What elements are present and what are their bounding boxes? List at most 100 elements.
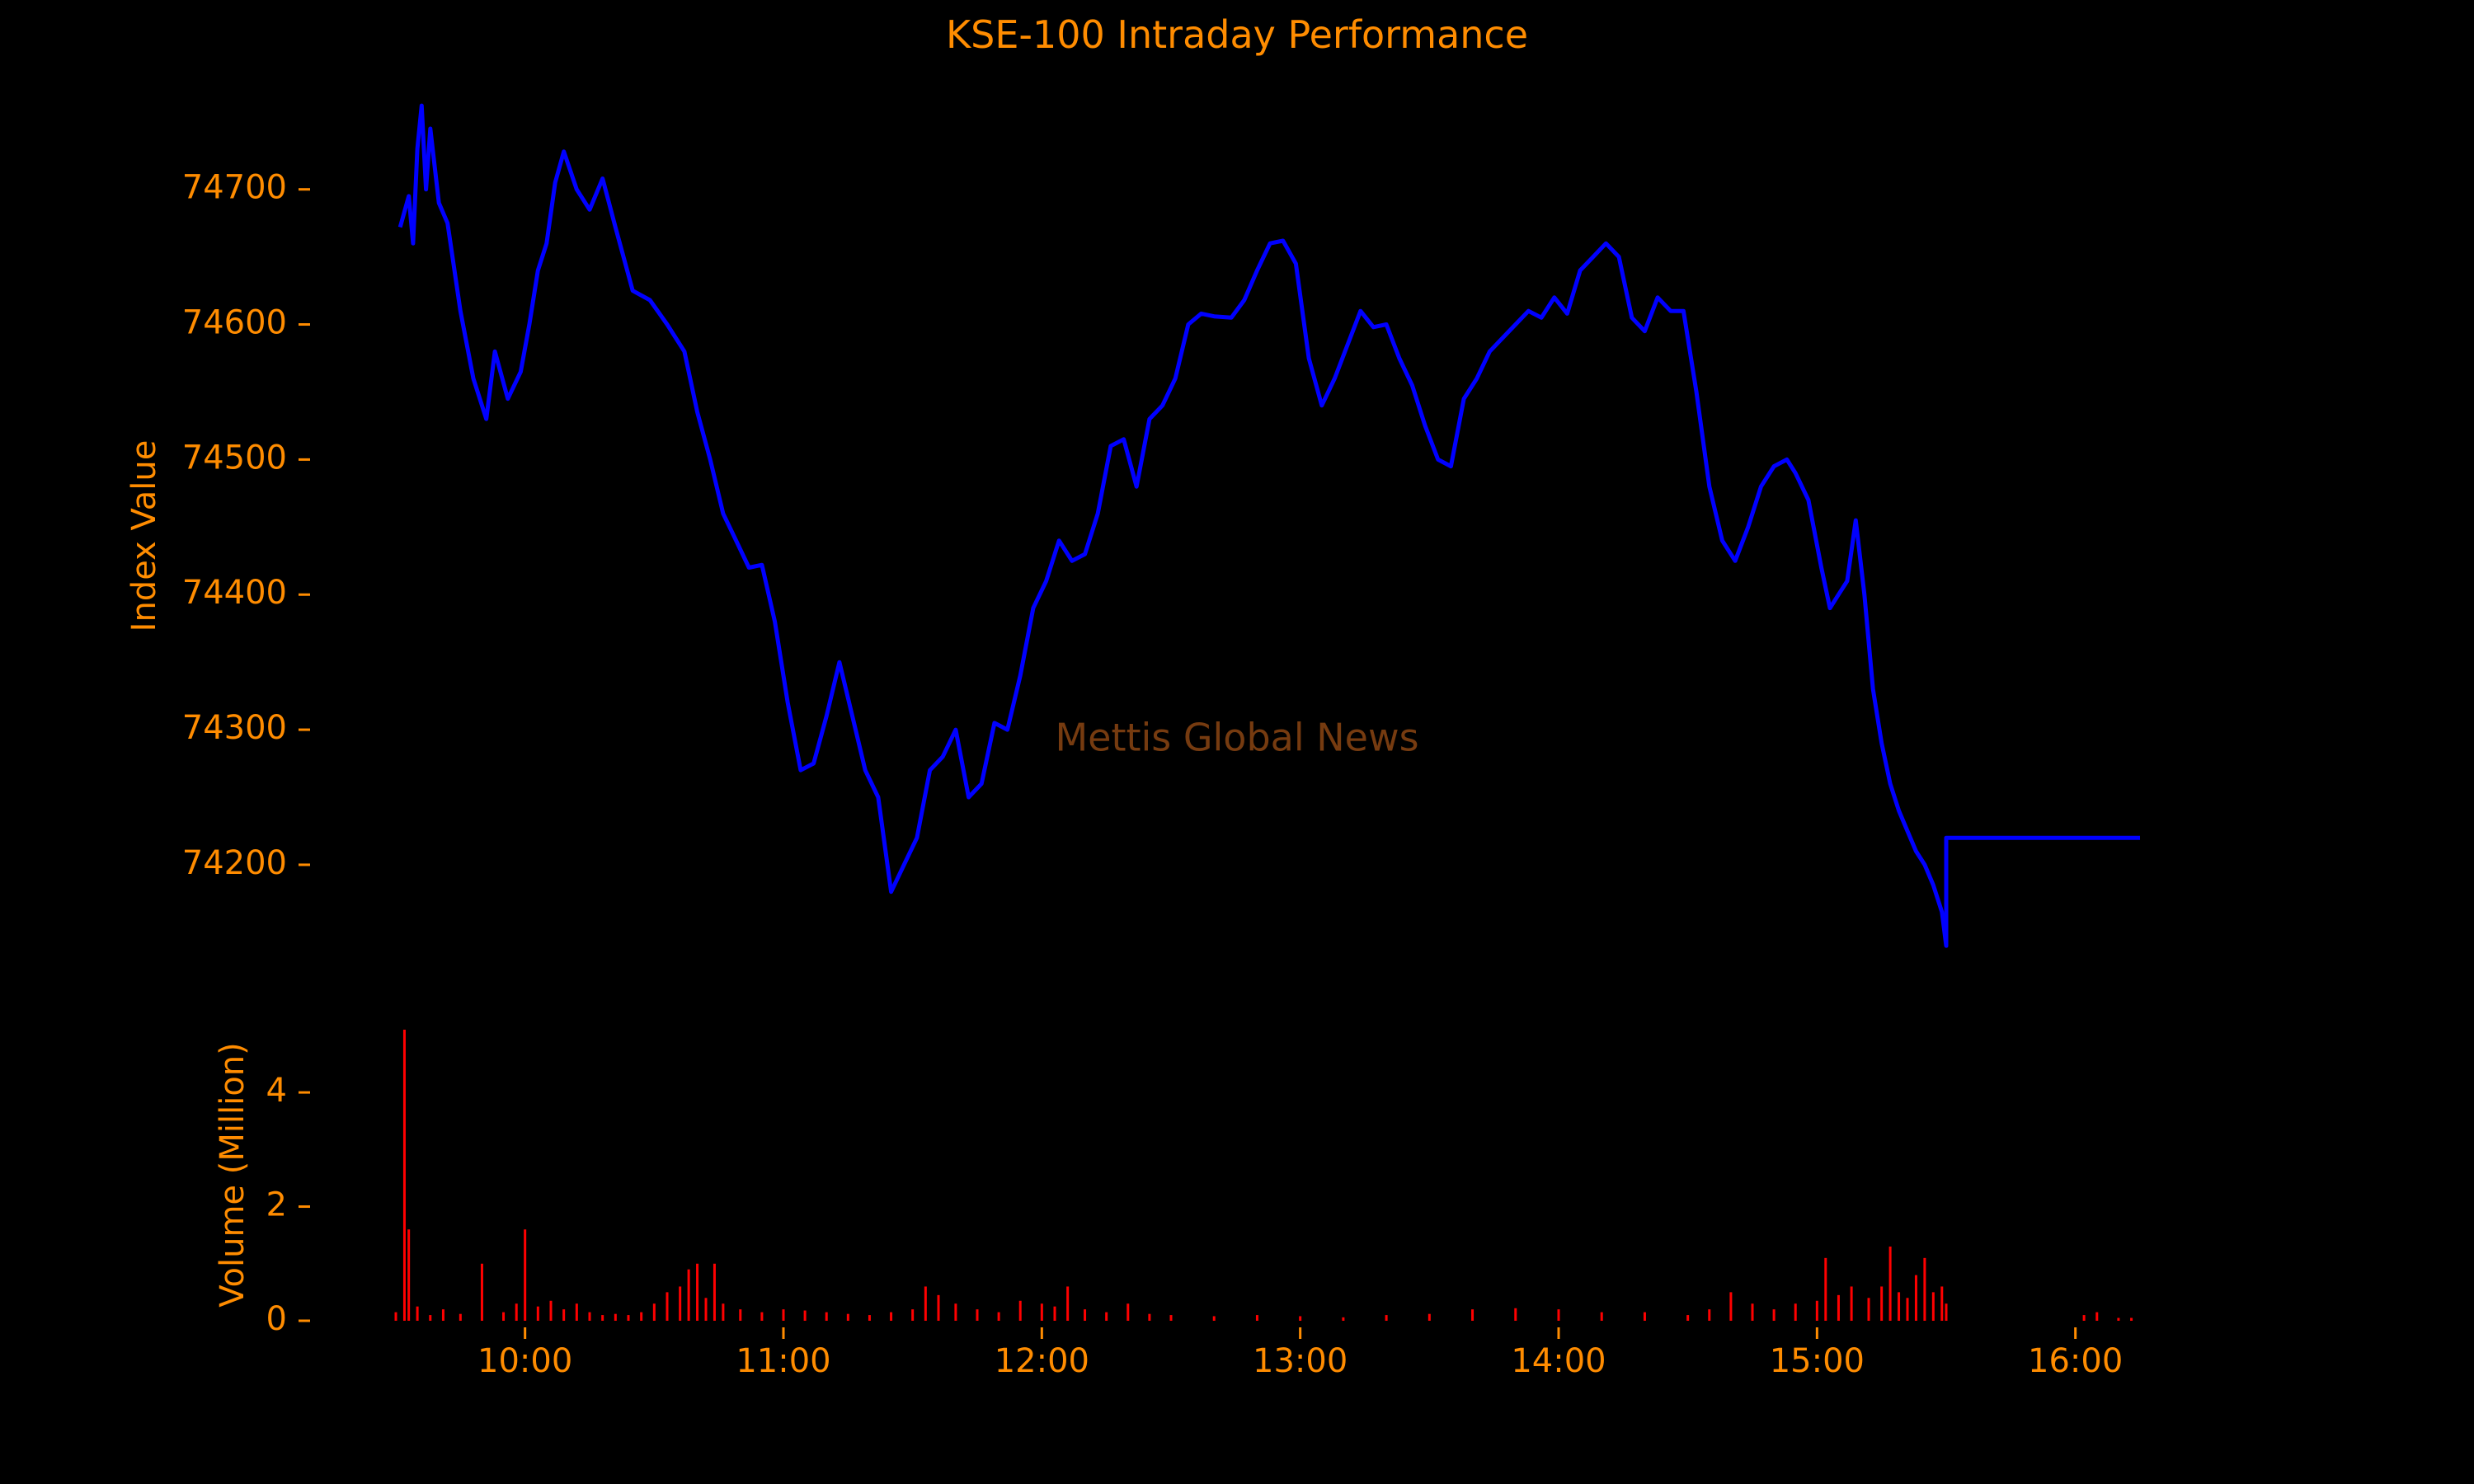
volume-bar — [687, 1269, 690, 1321]
volume-bar — [713, 1263, 716, 1321]
volume-bar — [924, 1286, 927, 1321]
volume-bar — [524, 1229, 527, 1321]
x-tick-label: 15:00 — [1770, 1342, 1865, 1380]
volume-bar — [1471, 1309, 1475, 1321]
volume-bar — [1867, 1298, 1870, 1321]
volume-bar — [760, 1312, 764, 1321]
volume-bar — [515, 1303, 518, 1321]
volume-ytick-label: 2 — [266, 1186, 287, 1224]
volume-bars — [394, 1029, 2133, 1321]
volume-bar — [954, 1303, 957, 1321]
volume-bar — [704, 1298, 708, 1321]
volume-bar — [2082, 1315, 2086, 1321]
volume-ytick-label: 0 — [266, 1300, 287, 1338]
volume-bar — [459, 1313, 462, 1321]
index-ytick-label: 74200 — [182, 844, 287, 882]
volume-bar — [911, 1309, 915, 1321]
volume-bar — [1898, 1292, 1901, 1321]
volume-bar — [601, 1315, 604, 1321]
index-ylabel: Index Value — [125, 440, 163, 632]
volume-bar — [1299, 1316, 1302, 1321]
volume-bar — [1040, 1303, 1043, 1321]
index-ytick-label: 74600 — [182, 304, 287, 342]
index-ytick-label: 74500 — [182, 439, 287, 477]
volume-bar — [1105, 1312, 1108, 1321]
index-line-series — [397, 103, 2140, 948]
volume-bar — [1148, 1313, 1151, 1321]
volume-bar — [2117, 1317, 2120, 1321]
volume-bar — [997, 1312, 1000, 1321]
volume-y-axis: 0 2 4 — [266, 1072, 310, 1338]
volume-bar — [1084, 1309, 1087, 1321]
volume-bar — [1643, 1312, 1646, 1321]
volume-bar — [627, 1315, 630, 1321]
x-tick-label: 10:00 — [477, 1342, 572, 1380]
volume-bar — [937, 1294, 940, 1321]
volume-bar — [429, 1315, 432, 1321]
volume-bar — [416, 1306, 419, 1321]
watermark-text: Mettis Global News — [1055, 716, 1418, 760]
volume-ylabel: Volume (Million) — [214, 1042, 252, 1307]
index-ytick-label: 74400 — [182, 574, 287, 612]
volume-bar — [1824, 1257, 1827, 1321]
volume-bar — [1427, 1313, 1431, 1321]
volume-bar — [1945, 1303, 1948, 1321]
volume-bar — [739, 1309, 742, 1321]
volume-bar — [1772, 1309, 1776, 1321]
volume-bar — [502, 1312, 506, 1321]
volume-bar — [1888, 1247, 1892, 1321]
volume-bar — [480, 1263, 483, 1321]
volume-bar — [1557, 1309, 1560, 1321]
volume-bar — [1880, 1286, 1884, 1321]
volume-bar — [614, 1313, 617, 1321]
volume-bar — [536, 1306, 539, 1321]
volume-bar — [1914, 1275, 1917, 1321]
volume-bar — [1794, 1303, 1797, 1321]
volume-bar — [722, 1303, 725, 1321]
index-ytick-label: 74300 — [182, 709, 287, 747]
volume-bar — [666, 1292, 669, 1321]
volume-bar — [1169, 1315, 1173, 1321]
volume-bar — [2130, 1317, 2133, 1321]
volume-bar — [1850, 1286, 1853, 1321]
volume-bar — [1126, 1303, 1130, 1321]
volume-bar — [803, 1310, 807, 1321]
volume-bar — [1385, 1315, 1388, 1321]
volume-bar — [652, 1303, 656, 1321]
volume-ytick-label: 4 — [266, 1072, 287, 1110]
volume-bar — [1729, 1292, 1733, 1321]
volume-bar — [1342, 1317, 1345, 1321]
volume-bar — [1212, 1316, 1216, 1321]
volume-bar — [1066, 1286, 1070, 1321]
x-tick-label: 14:00 — [1511, 1342, 1606, 1380]
x-tick-label: 11:00 — [736, 1342, 830, 1380]
x-tick-label: 16:00 — [2028, 1342, 2123, 1380]
volume-bar — [402, 1029, 406, 1321]
volume-bar — [976, 1309, 979, 1321]
volume-bar — [1018, 1300, 1022, 1321]
volume-bar — [890, 1312, 893, 1321]
index-ytick-label: 74700 — [182, 169, 287, 207]
volume-bar — [1815, 1300, 1818, 1321]
volume-bar — [1255, 1315, 1258, 1321]
volume-bar — [441, 1309, 444, 1321]
volume-bar — [1053, 1306, 1056, 1321]
volume-bar — [782, 1309, 785, 1321]
volume-bar — [679, 1286, 682, 1321]
volume-bar — [1931, 1292, 1935, 1321]
volume-bar — [1837, 1294, 1840, 1321]
volume-bar — [562, 1309, 566, 1321]
volume-bar — [549, 1300, 553, 1321]
volume-bar — [825, 1312, 828, 1321]
volume-bar — [1708, 1309, 1711, 1321]
volume-bar — [1600, 1312, 1603, 1321]
time-x-axis: 10:00 11:00 12:00 13:00 14:00 15:00 16:00 — [477, 1327, 2123, 1380]
volume-bar — [868, 1315, 871, 1321]
volume-bar — [1686, 1315, 1690, 1321]
volume-bar — [640, 1312, 643, 1321]
volume-bar — [575, 1303, 578, 1321]
volume-bar — [407, 1229, 411, 1321]
